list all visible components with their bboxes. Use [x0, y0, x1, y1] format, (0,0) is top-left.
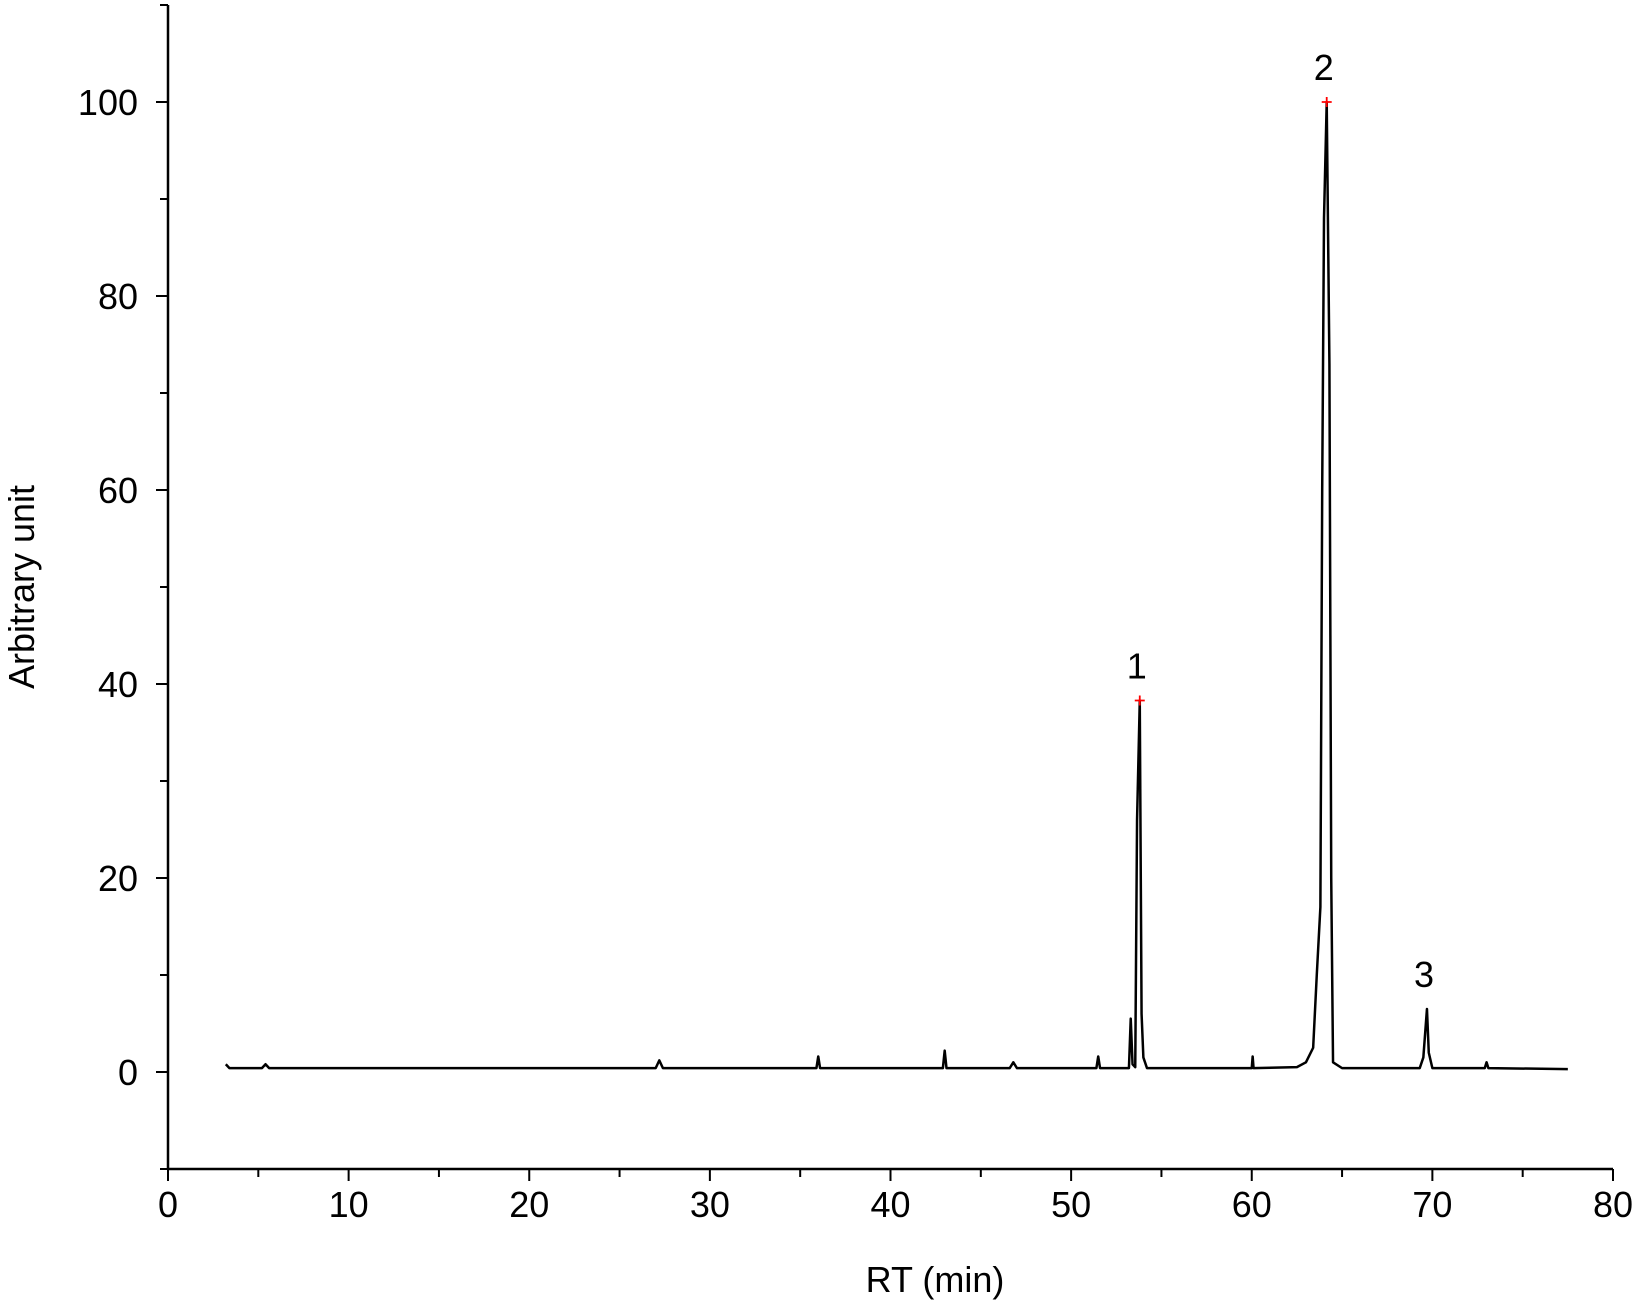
y-tick-label: 0 [118, 1052, 138, 1093]
y-tick-label: 80 [98, 276, 138, 317]
peak-label: 1 [1127, 645, 1147, 686]
x-tick-label: 30 [690, 1184, 730, 1225]
y-tick-label: 100 [78, 82, 138, 123]
x-tick-label: 20 [509, 1184, 549, 1225]
y-tick-label: 40 [98, 664, 138, 705]
data-line [224, 100, 1568, 1071]
x-tick-label: 70 [1412, 1184, 1452, 1225]
peak-label: 3 [1414, 954, 1434, 995]
x-tick-label: 80 [1593, 1184, 1633, 1225]
x-axis-label: RT (min) [866, 1259, 1005, 1300]
y-tick-label: 20 [98, 858, 138, 899]
x-tick-label: 60 [1232, 1184, 1272, 1225]
x-tick-label: 10 [329, 1184, 369, 1225]
peak-label: 2 [1314, 47, 1334, 88]
y-tick-label: 60 [98, 470, 138, 511]
x-tick-label: 40 [870, 1184, 910, 1225]
x-tick-label: 50 [1051, 1184, 1091, 1225]
x-tick-label: 0 [158, 1184, 178, 1225]
peak-marker [1134, 695, 1145, 706]
y-axis-label: Arbitrary unit [1, 485, 42, 689]
peak-marker [1321, 97, 1332, 107]
